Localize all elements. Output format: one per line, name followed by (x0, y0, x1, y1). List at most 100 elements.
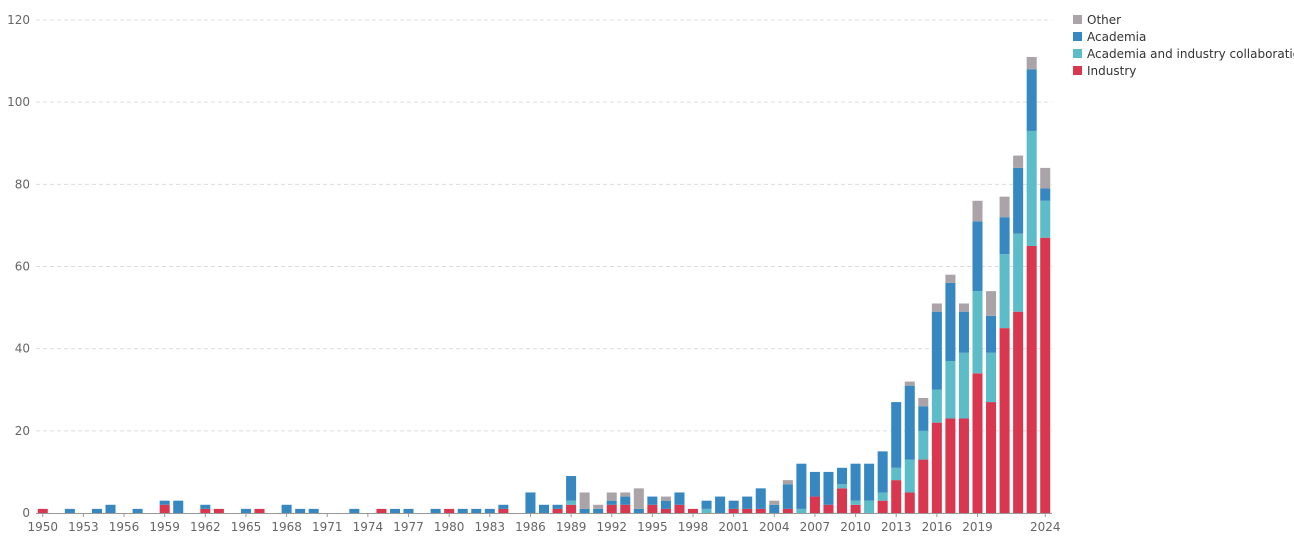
bar-segment (674, 504, 685, 513)
x-tick-label: 1971 (312, 520, 343, 534)
bar-segment (945, 274, 956, 283)
bar-segment (850, 463, 861, 501)
bar-segment (1026, 69, 1037, 131)
bar-segment (931, 303, 942, 312)
bar-segment (498, 504, 509, 509)
bar-segment (877, 451, 888, 493)
bar-segment (918, 430, 929, 460)
bar-segment (931, 422, 942, 513)
y-tick-label: 120 (7, 13, 30, 27)
bar-segment (972, 221, 983, 292)
bar-segment (958, 311, 969, 353)
bar-segment (715, 496, 726, 513)
x-tick-label: 1974 (353, 520, 384, 534)
bar-segment (958, 352, 969, 419)
bar-segment (376, 508, 387, 513)
bar-segment (633, 508, 644, 513)
bar-segment (904, 492, 915, 513)
bar-segment (999, 328, 1010, 513)
bar-segment (538, 504, 550, 513)
bar-segment (918, 459, 929, 513)
bar-segment (850, 500, 861, 505)
bar-segment (999, 217, 1010, 255)
bar-segment (769, 504, 780, 513)
bar-segment (986, 352, 997, 403)
bar-segment (444, 508, 455, 513)
bar-segment (606, 492, 617, 501)
bar-segment (701, 500, 712, 509)
x-tick-label: 2024 (1030, 520, 1061, 534)
bar-segment (1026, 130, 1037, 246)
x-tick-label: 1959 (149, 520, 180, 534)
bar-segment (254, 508, 265, 513)
bar-segment (837, 484, 848, 489)
bar-segment (606, 500, 617, 505)
bar-segment (918, 406, 929, 431)
axes: 1950 1953 1956 1959 1962 1965 1968 1971 1974 1977… (27, 513, 1061, 534)
legend-label: Industry (1087, 64, 1136, 78)
bar-segment (945, 418, 956, 513)
x-tick-label: 1950 (27, 520, 58, 534)
bar-segment (782, 508, 793, 513)
bar-segment (864, 463, 875, 501)
bar-segment (674, 492, 685, 505)
bar-segment (837, 488, 848, 513)
bar-segment (430, 508, 441, 513)
bar-segment (566, 500, 577, 505)
bar-segment (931, 389, 942, 423)
bar-segment (1013, 155, 1024, 168)
bar-segment (1013, 311, 1024, 513)
bar-segment (660, 500, 671, 509)
bar-segment (566, 476, 577, 501)
bar-segment (593, 508, 604, 513)
bar-segment (579, 492, 590, 509)
legend-swatch (1073, 15, 1082, 24)
x-tick-label: 1956 (109, 520, 140, 534)
bar-segment (986, 291, 997, 316)
bar-segment (1040, 167, 1051, 189)
legend-swatch (1073, 66, 1082, 75)
x-tick-label: 1953 (68, 520, 99, 534)
x-tick-label: 1965 (231, 520, 262, 534)
bar-segment (823, 471, 834, 505)
bar-segment (796, 463, 807, 509)
bar-segment (891, 480, 902, 513)
bar-segment (159, 500, 170, 505)
x-tick-label: 1986 (515, 520, 546, 534)
x-tick-label: 2013 (881, 520, 912, 534)
bar-segment (958, 418, 969, 513)
bar-segment (1013, 167, 1024, 234)
legend-item[interactable]: Industry (1073, 64, 1136, 78)
x-tick-label: 2007 (800, 520, 831, 534)
bar-segment (579, 508, 590, 513)
bar-segment (213, 508, 224, 513)
bar-segment (552, 504, 563, 509)
bar-segment (864, 500, 875, 513)
bar-segment (132, 508, 143, 513)
legend-item[interactable]: Academia and industry collaboration (1073, 47, 1294, 61)
bar-segment (620, 504, 631, 513)
legend-item[interactable]: Academia (1073, 30, 1146, 44)
bar-segment (796, 508, 807, 513)
bar-segment (173, 500, 184, 513)
bar-segment (850, 504, 861, 513)
x-tick-label: 1968 (271, 520, 302, 534)
y-tick-label: 0 (22, 506, 30, 520)
bar-segment (972, 373, 983, 513)
bar-segment (688, 508, 699, 513)
bar-segment (525, 492, 536, 513)
bar-segment (660, 508, 671, 513)
legend-item[interactable]: Other (1073, 13, 1121, 27)
x-tick-label: 2010 (840, 520, 871, 534)
bar-segment (647, 496, 658, 505)
bar-segment (945, 282, 956, 361)
bar-segment (877, 492, 888, 501)
x-tick-label: 1977 (393, 520, 424, 534)
bar-segment (809, 496, 820, 513)
x-tick-label: 2001 (718, 520, 749, 534)
x-tick-label: 1989 (556, 520, 587, 534)
bar-segment (471, 508, 482, 513)
bar-segment (999, 196, 1010, 218)
bar-segment (295, 508, 306, 513)
